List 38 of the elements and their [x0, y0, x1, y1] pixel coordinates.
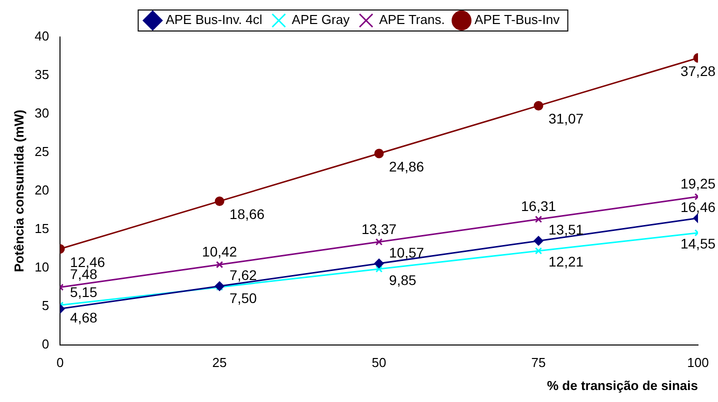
data-label: 9,85: [389, 272, 416, 288]
y-tick-label: 15: [34, 220, 50, 236]
data-label: 18,66: [230, 206, 265, 222]
data-label: 7,62: [230, 267, 258, 284]
y-tick-label: 10: [34, 259, 50, 274]
x-tick-label: 0: [56, 355, 64, 370]
x-tick-label: 100: [687, 355, 709, 370]
data-label: 16,46: [680, 199, 716, 215]
data-label: 37,28: [680, 62, 716, 79]
data-label: 13,51: [548, 222, 584, 238]
y-axis-title: Potência consumida (mW): [11, 110, 26, 272]
legend-label: APE Gray: [292, 12, 350, 28]
data-label: 7,50: [230, 290, 258, 306]
data-label: 31,07: [548, 110, 584, 127]
legend-label: APE Trans.: [379, 12, 445, 28]
data-label: 14,55: [680, 236, 716, 252]
y-tick-label: 40: [34, 28, 50, 44]
data-label: 4,68: [70, 310, 98, 326]
data-label: 10,42: [202, 243, 238, 260]
x-axis-title: % de transição de sinais: [546, 378, 698, 393]
x-tick-label: 50: [372, 355, 386, 370]
y-tick-label: 0: [42, 336, 50, 352]
y-tick-label: 35: [34, 67, 50, 82]
y-tick-label: 5: [42, 298, 50, 313]
data-label: 12,21: [548, 254, 584, 270]
data-label: 13,37: [362, 220, 397, 237]
y-tick-label: 30: [34, 106, 50, 121]
y-tick-label: 25: [34, 144, 50, 160]
legend-label: APE T-Bus-Inv: [474, 12, 560, 28]
data-label: 16,31: [520, 198, 556, 214]
y-tick-label: 20: [34, 182, 50, 198]
x-tick-label: 25: [212, 355, 227, 370]
data-label: 5,15: [70, 284, 98, 300]
data-label: 10,57: [389, 244, 424, 260]
legend-label: APE Bus-Inv. 4cl: [166, 12, 262, 28]
x-tick-label: 75: [531, 355, 546, 370]
data-label: 19,25: [680, 176, 716, 192]
data-label: 24,86: [389, 158, 424, 174]
